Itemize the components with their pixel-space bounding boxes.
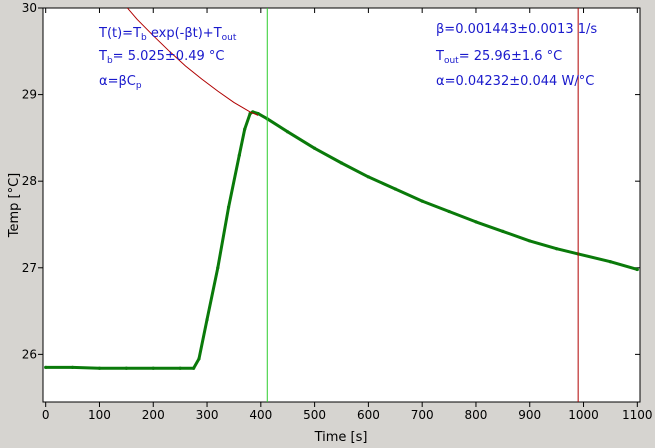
data-point — [313, 147, 316, 150]
alpha-def-sub: p — [136, 81, 142, 91]
y-tick-label: 27 — [22, 261, 37, 275]
y-tick-label: 29 — [22, 88, 37, 102]
data-point — [501, 230, 504, 233]
model-prefix: T(t)=T — [98, 26, 141, 41]
data-point — [636, 268, 639, 271]
data-point — [421, 200, 424, 203]
x-tick-label: 300 — [196, 408, 219, 422]
model-sub-out: out — [222, 33, 237, 43]
x-tick-label: 1000 — [568, 408, 599, 422]
data-point — [243, 128, 246, 131]
data-point — [179, 367, 182, 370]
data-point — [286, 130, 289, 133]
tout-symbol: T — [435, 49, 444, 64]
data-point — [125, 367, 128, 370]
tb-symbol: T — [98, 49, 107, 64]
y-axis-title: Temp [°C] — [7, 173, 22, 239]
data-point — [71, 366, 74, 369]
x-tick-label: 800 — [465, 408, 488, 422]
data-point — [367, 175, 370, 178]
model-mid: exp(-βt)+T — [147, 26, 222, 41]
data-point — [340, 161, 343, 164]
tb-value-text: Tb= 5.025±0.49 °C — [98, 49, 224, 66]
plot-area — [43, 8, 640, 402]
alpha-value: α=0.04232±0.044 W/°C — [436, 74, 594, 89]
x-tick-label: 200 — [142, 408, 165, 422]
data-point — [227, 206, 230, 209]
data-point — [205, 318, 208, 321]
y-tick-label: 26 — [22, 347, 37, 361]
x-axis-title: Time [s] — [314, 430, 368, 445]
model-equation: T(t)=Tb exp(-βt)+Tout — [98, 26, 237, 43]
data-point — [152, 367, 155, 370]
data-point — [394, 187, 397, 190]
data-point — [474, 220, 477, 223]
y-tick-label: 28 — [22, 174, 37, 188]
data-point — [238, 154, 241, 157]
tout-value: = 25.96±1.6 °C — [459, 49, 563, 64]
x-tick-label: 1100 — [622, 408, 653, 422]
x-tick-label: 600 — [357, 408, 380, 422]
x-tick-label: 400 — [249, 408, 272, 422]
x-tick-label: 0 — [42, 408, 50, 422]
y-tick-label: 30 — [22, 1, 37, 15]
data-point — [528, 239, 531, 242]
beta-value: β=0.001443±0.0013 1/s — [436, 22, 597, 37]
alpha-def-prefix: α=βC — [99, 74, 136, 89]
data-point — [555, 247, 558, 250]
x-tick-label: 700 — [411, 408, 434, 422]
tout-sub: out — [444, 56, 459, 66]
data-point — [609, 260, 612, 263]
data-point — [447, 210, 450, 213]
x-tick-label: 500 — [303, 408, 326, 422]
data-point — [44, 366, 47, 369]
data-point — [98, 367, 101, 370]
data-point — [216, 266, 219, 269]
data-point — [197, 357, 200, 360]
data-point — [192, 367, 195, 370]
x-tick-label: 900 — [518, 408, 541, 422]
tb-value: = 5.025±0.49 °C — [113, 49, 225, 64]
x-tick-label: 100 — [88, 408, 111, 422]
alpha-definition: α=βCp — [99, 74, 142, 91]
